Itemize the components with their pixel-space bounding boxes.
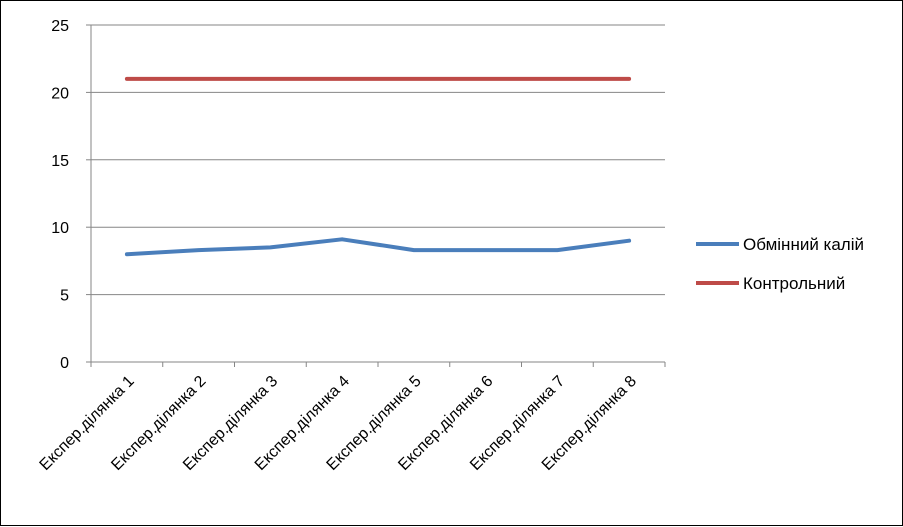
series-line-1: [124, 237, 632, 257]
legend-label: Контрольний: [743, 274, 845, 293]
gridlines: [86, 24, 665, 363]
y-tick-labels: 0 5 10 15 20 25: [51, 18, 69, 372]
legend-label: Обмінний калій: [743, 235, 864, 254]
y-tick-label: 25: [51, 18, 69, 35]
legend: Обмінний калій Контрольний: [696, 235, 864, 293]
y-tick-label: 15: [51, 153, 69, 170]
y-tick-label: 5: [60, 288, 69, 305]
y-tick-label: 10: [51, 220, 69, 237]
y-tick-label: 20: [51, 85, 69, 102]
y-tick-label: 0: [60, 355, 69, 372]
series-lines: [124, 76, 632, 257]
axes: [90, 25, 665, 363]
